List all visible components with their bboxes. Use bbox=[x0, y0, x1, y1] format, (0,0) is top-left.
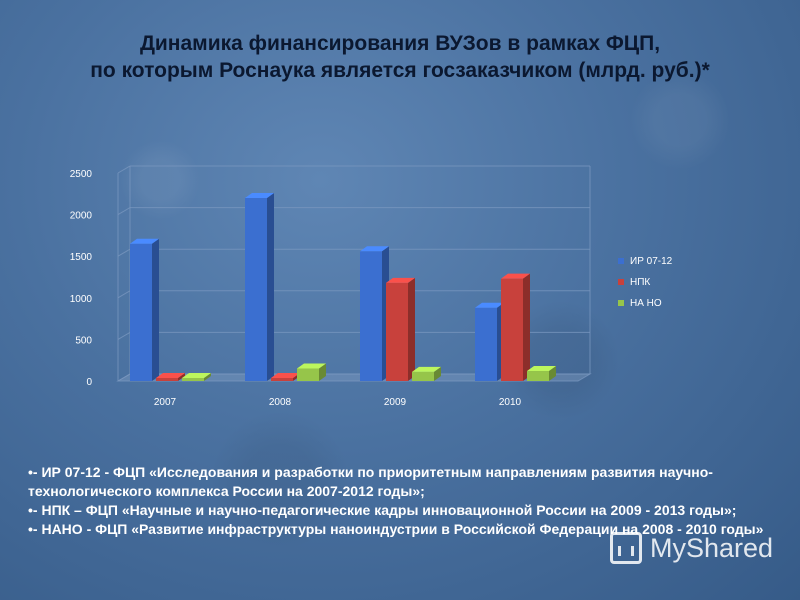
bar-top-2008 bbox=[297, 363, 326, 369]
x-tick-label: 2009 bbox=[384, 397, 407, 408]
y-tick-label: 0 bbox=[86, 377, 92, 388]
legend-swatch bbox=[618, 279, 624, 285]
gridline-side bbox=[117, 248, 131, 257]
bar-top-2010 bbox=[475, 302, 504, 308]
footnote-npk: •- НПК – ФЦП «Научные и научно-педагогич… bbox=[28, 502, 737, 518]
bar-side-2009 bbox=[408, 277, 415, 381]
x-tick-label: 2010 bbox=[499, 397, 522, 408]
page-title: Динамика финансирования ВУЗов в рамках Ф… bbox=[0, 30, 800, 84]
legend-label: НА НО bbox=[630, 298, 662, 309]
myshared-logo-icon bbox=[610, 532, 642, 564]
bar-НА-НО-2010 bbox=[527, 371, 549, 381]
bar-НПК-2010 bbox=[501, 278, 523, 381]
bar-side-2010 bbox=[523, 273, 530, 381]
bar-ИР-07-12-2010 bbox=[475, 307, 497, 381]
bar-top-2007 bbox=[182, 373, 211, 378]
x-tick-label: 2007 bbox=[154, 397, 177, 408]
bar-top-2009 bbox=[412, 366, 441, 372]
title-line-2: по которым Роснаука является госзаказчик… bbox=[90, 59, 710, 82]
legend-label: ИР 07-12 bbox=[630, 256, 673, 267]
y-tick-label: 2500 bbox=[70, 169, 93, 180]
bar-НА-НО-2009 bbox=[412, 371, 434, 381]
y-tick-label: 1000 bbox=[70, 294, 93, 305]
legend-label: НПК bbox=[630, 277, 650, 288]
bar-side-2009 bbox=[434, 366, 441, 381]
bar-top-2009 bbox=[360, 246, 389, 252]
footnote-nano: •- НАНО - ФЦП «Развитие инфраструктуры н… bbox=[28, 521, 764, 537]
watermark: MyShared bbox=[610, 532, 773, 564]
y-tick-label: 2000 bbox=[70, 211, 93, 222]
bar-side-2007 bbox=[204, 373, 211, 381]
bar-НПК-2007 bbox=[156, 378, 178, 381]
gridline-side bbox=[117, 165, 131, 174]
y-tick-label: 500 bbox=[75, 335, 92, 346]
bar-top-2009 bbox=[386, 277, 415, 283]
bar-ИР-07-12-2008 bbox=[245, 197, 267, 381]
bar-side-2010 bbox=[549, 366, 556, 381]
gridline-side bbox=[117, 290, 131, 299]
bar-top-2007 bbox=[130, 238, 159, 244]
gridline-side bbox=[117, 207, 131, 216]
legend-swatch bbox=[618, 258, 624, 264]
bar-ИР-07-12-2009 bbox=[360, 251, 382, 381]
x-tick-label: 2008 bbox=[269, 397, 292, 408]
title-line-1: Динамика финансирования ВУЗов в рамках Ф… bbox=[139, 32, 661, 55]
gridline-side bbox=[117, 331, 131, 340]
bar-top-2008 bbox=[245, 192, 274, 198]
bar-side-2007 bbox=[152, 238, 159, 381]
bar-side-2008 bbox=[319, 363, 326, 381]
legend-swatch bbox=[618, 300, 624, 306]
bar-top-2008 bbox=[271, 373, 300, 378]
bar-ИР-07-12-2007 bbox=[130, 243, 152, 381]
bar-top-2010 bbox=[501, 273, 530, 279]
bar-top-2010 bbox=[527, 366, 556, 372]
y-tick-label: 1500 bbox=[70, 252, 93, 263]
bar-top-2007 bbox=[156, 373, 185, 378]
bar-side-2007 bbox=[178, 373, 185, 381]
footnotes: •- ИР 07-12 - ФЦП «Исследования и разраб… bbox=[28, 463, 778, 539]
footnote-ir: •- ИР 07-12 - ФЦП «Исследования и разраб… bbox=[28, 464, 713, 499]
bar-НА-НО-2008 bbox=[297, 368, 319, 381]
bar-НПК-2008 bbox=[271, 378, 293, 381]
watermark-text: MyShared bbox=[650, 532, 774, 563]
bar-side-2008 bbox=[267, 192, 274, 381]
bar-НПК-2009 bbox=[386, 282, 408, 381]
bar-НА-НО-2007 bbox=[182, 378, 204, 381]
